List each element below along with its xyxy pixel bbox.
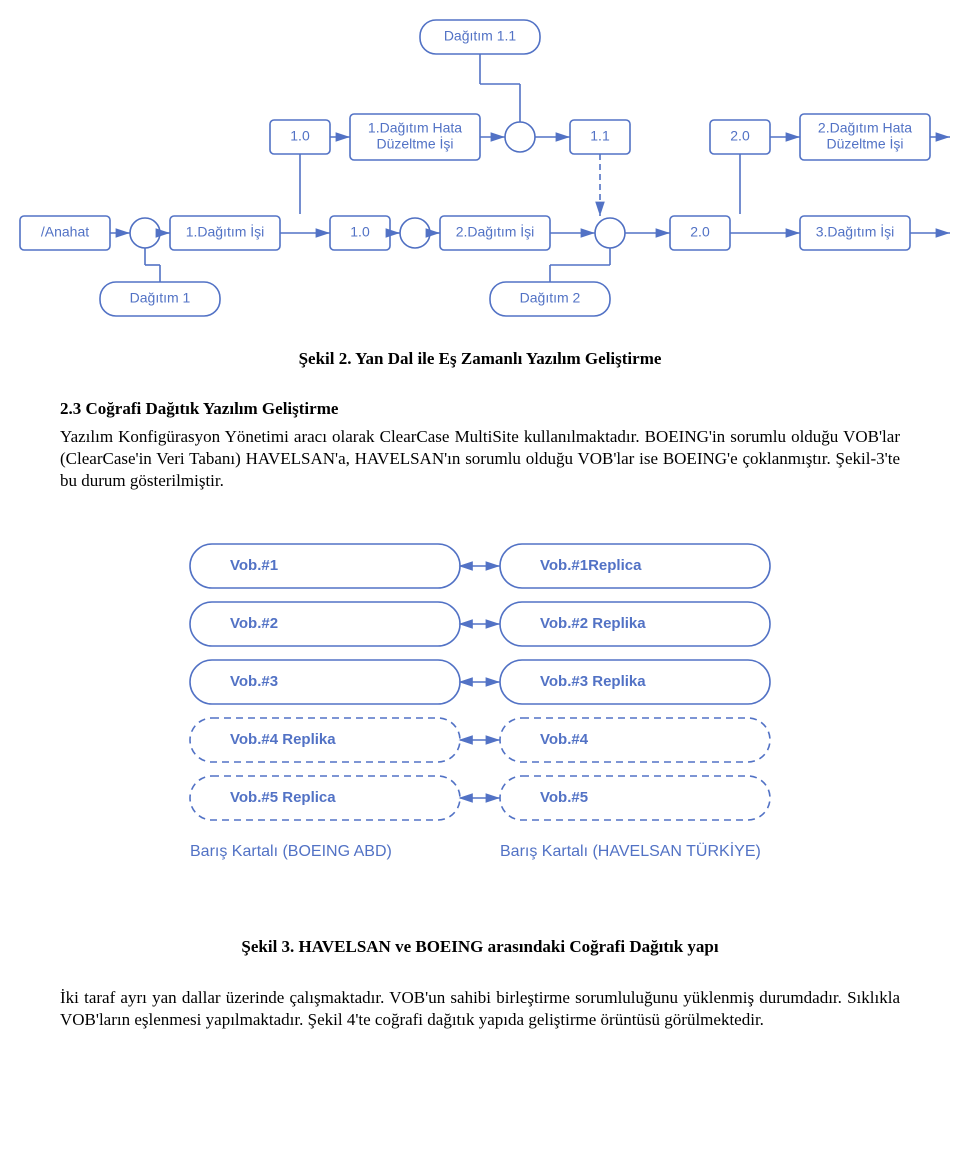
svg-text:Düzeltme İşi: Düzeltme İşi xyxy=(376,135,453,152)
svg-text:Dağıtım 2: Dağıtım 2 xyxy=(520,290,581,306)
svg-text:1.Dağıtım Hata: 1.Dağıtım Hata xyxy=(368,120,462,136)
para-1: Yazılım Konfigürasyon Yönetimi aracı ola… xyxy=(60,426,900,492)
svg-text:Barış Kartalı (BOEING ABD): Barış Kartalı (BOEING ABD) xyxy=(190,843,392,860)
svg-text:Barış Kartalı (HAVELSAN TÜRKİY: Barış Kartalı (HAVELSAN TÜRKİYE) xyxy=(500,841,761,860)
svg-text:Dağıtım 1: Dağıtım 1 xyxy=(130,290,191,306)
heading-23: 2.3 Coğrafi Dağıtık Yazılım Geliştirme xyxy=(60,398,900,420)
svg-text:2.Dağıtım İşi: 2.Dağıtım İşi xyxy=(456,223,535,240)
svg-text:2.0: 2.0 xyxy=(730,128,750,144)
svg-text:Vob.#3: Vob.#3 xyxy=(230,673,278,690)
svg-text:Vob.#2: Vob.#2 xyxy=(230,615,278,632)
svg-text:Vob.#2 Replika: Vob.#2 Replika xyxy=(540,615,646,632)
svg-text:2.0: 2.0 xyxy=(690,224,710,240)
svg-text:1.0: 1.0 xyxy=(350,224,370,240)
svg-text:Dağıtım 1.1: Dağıtım 1.1 xyxy=(444,28,517,44)
svg-text:1.1: 1.1 xyxy=(590,128,610,144)
svg-text:Vob.#4: Vob.#4 xyxy=(540,731,589,748)
figure-1-svg: Dağıtım 1.11.01.Dağıtım HataDüzeltme İşi… xyxy=(10,0,950,320)
caption-fig2: Şekil 2. Yan Dal ile Eş Zamanlı Yazılım … xyxy=(60,348,900,370)
figure-3: Vob.#1 Vob.#1Replica Vob.#2 Vob.#2 Replika V… xyxy=(160,534,800,904)
svg-text:2.Dağıtım Hata: 2.Dağıtım Hata xyxy=(818,120,912,136)
svg-text:Düzeltme İşi: Düzeltme İşi xyxy=(826,135,903,152)
svg-text:Vob.#5 Replica: Vob.#5 Replica xyxy=(230,789,336,806)
caption-fig3: Şekil 3. HAVELSAN ve BOEING arasındaki C… xyxy=(60,936,900,958)
svg-text:1.Dağıtım İşi: 1.Dağıtım İşi xyxy=(186,223,265,240)
caption-fig2-text: Şekil 2. Yan Dal ile Eş Zamanlı Yazılım … xyxy=(299,349,662,368)
svg-text:/Anahat: /Anahat xyxy=(41,224,89,240)
svg-text:Vob.#3 Replika: Vob.#3 Replika xyxy=(540,673,646,690)
svg-text:Vob.#5: Vob.#5 xyxy=(540,789,588,806)
figure-3-svg: Vob.#1 Vob.#1Replica Vob.#2 Vob.#2 Replika V… xyxy=(160,534,800,904)
figure-1: Dağıtım 1.11.01.Dağıtım HataDüzeltme İşi… xyxy=(10,0,950,320)
svg-text:Vob.#1: Vob.#1 xyxy=(230,557,278,574)
svg-text:1.0: 1.0 xyxy=(290,128,310,144)
svg-text:Vob.#1Replica: Vob.#1Replica xyxy=(540,557,642,574)
caption-fig3-text: Şekil 3. HAVELSAN ve BOEING arasındaki C… xyxy=(241,937,718,956)
para-2: İki taraf ayrı yan dallar üzerinde çalış… xyxy=(60,987,900,1031)
svg-text:Vob.#4 Replika: Vob.#4 Replika xyxy=(230,731,336,748)
svg-text:3.Dağıtım İşi: 3.Dağıtım İşi xyxy=(816,223,895,240)
